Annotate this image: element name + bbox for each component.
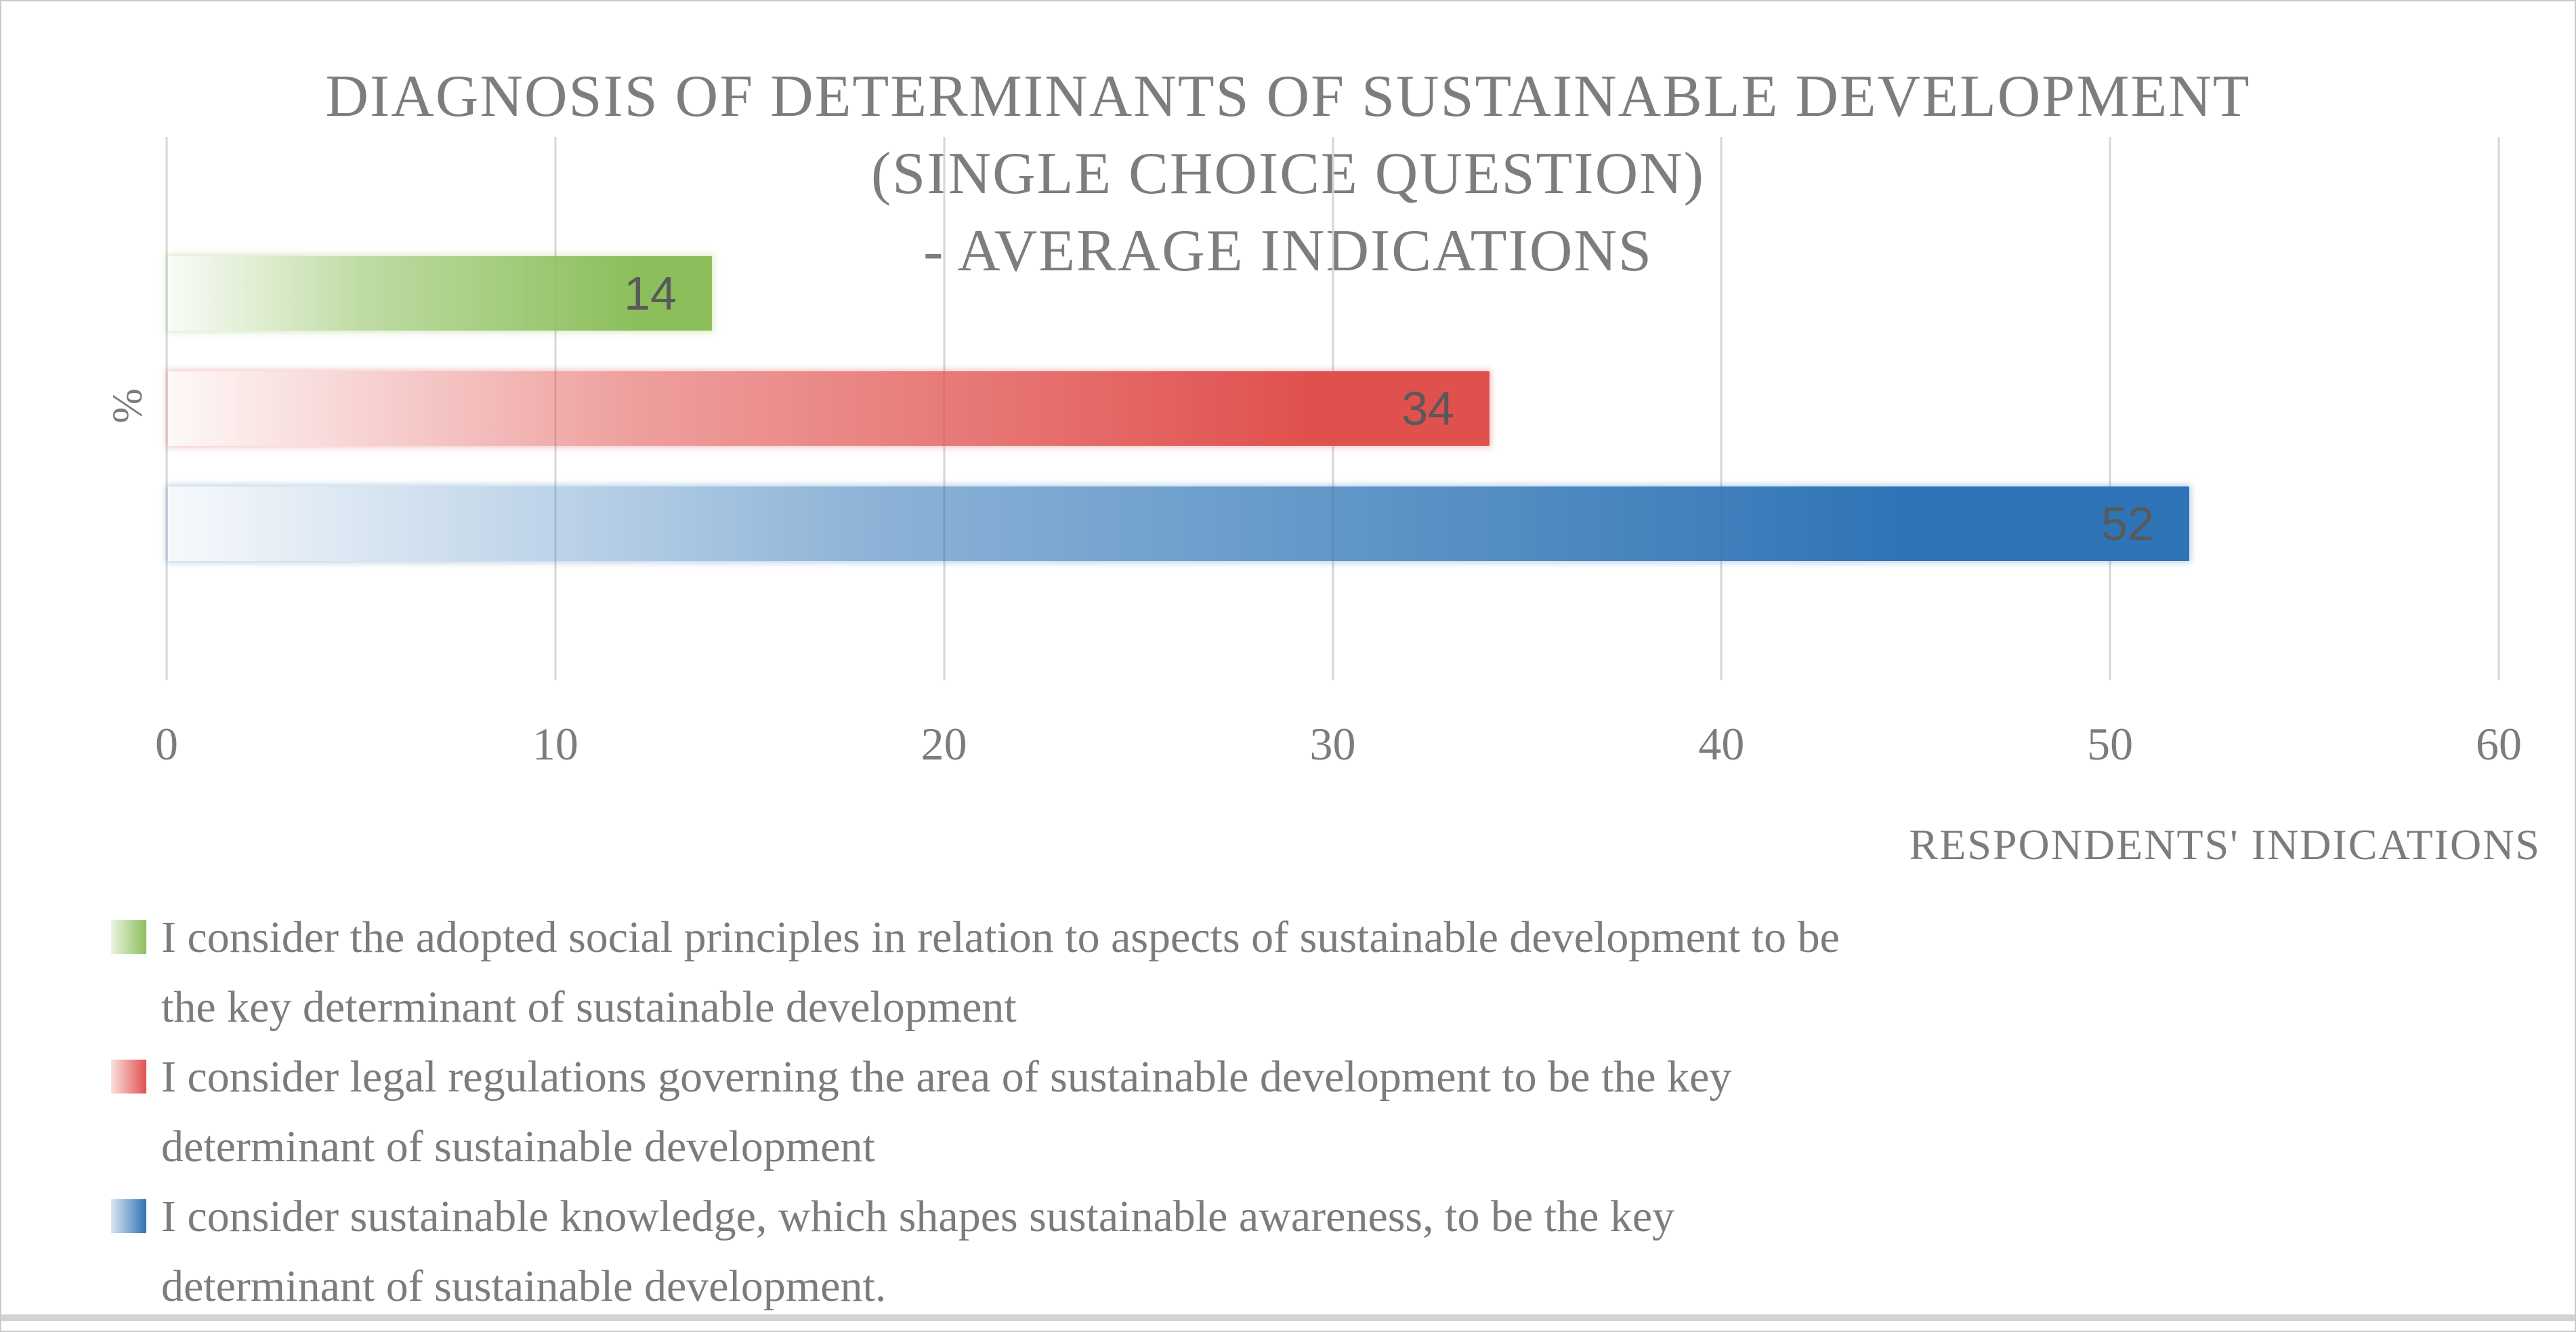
legend-label-line-1: I consider the adopted social principles… bbox=[161, 913, 1840, 962]
x-tick-label-40: 40 bbox=[1698, 718, 1745, 770]
x-axis-title: RESPONDENTS' INDICATIONS bbox=[1909, 820, 2541, 869]
legend-label-line-2: determinant of sustainable development. bbox=[161, 1262, 887, 1311]
legend-label-line-1: I consider sustainable knowledge, which … bbox=[161, 1192, 1675, 1241]
chart-title-line-2: (SINGLE CHOICE QUESTION) bbox=[871, 141, 1705, 207]
legend-label-line-1: I consider legal regulations governing t… bbox=[161, 1052, 1732, 1102]
x-tick-label-10: 10 bbox=[532, 718, 578, 770]
data-label-series-2: 34 bbox=[1401, 382, 1454, 435]
x-tick-label-0: 0 bbox=[155, 718, 178, 770]
data-label-series-3: 52 bbox=[2101, 497, 2154, 550]
x-tick-label-20: 20 bbox=[921, 718, 967, 770]
gridline-x-40 bbox=[1720, 137, 1723, 680]
legend-label-line-2: the key determinant of sustainable devel… bbox=[161, 982, 1017, 1032]
legend-entry-2: I consider legal regulations governing t… bbox=[111, 1042, 2522, 1182]
bar-series-1 bbox=[168, 256, 712, 331]
gridline-x-0 bbox=[165, 137, 168, 680]
legend-entry-1: I consider the adopted social principles… bbox=[111, 902, 2522, 1042]
legend-marker-icon bbox=[111, 1199, 146, 1233]
bar-series-3 bbox=[168, 486, 2189, 561]
bottom-border-band bbox=[1, 1314, 2575, 1321]
y-axis-title: % bbox=[104, 388, 151, 423]
x-tick-label-30: 30 bbox=[1309, 718, 1356, 770]
x-tick-label-50: 50 bbox=[2087, 718, 2134, 770]
legend: I consider the adopted social principles… bbox=[111, 902, 2522, 1321]
chart-title-line-3: - AVERAGE INDICATIONS bbox=[923, 218, 1653, 284]
legend-label: I consider sustainable knowledge, which … bbox=[161, 1182, 1674, 1321]
legend-marker-icon bbox=[111, 920, 146, 954]
gridline-x-50 bbox=[2109, 137, 2111, 680]
legend-label: I consider legal regulations governing t… bbox=[161, 1042, 1731, 1182]
legend-entry-3: I consider sustainable knowledge, which … bbox=[111, 1182, 2522, 1321]
bar-series-2 bbox=[168, 371, 1490, 446]
chart-title: DIAGNOSIS OF DETERMINANTS OF SUSTAINABLE… bbox=[1, 58, 2575, 290]
chart-title-line-1: DIAGNOSIS OF DETERMINANTS OF SUSTAINABLE… bbox=[325, 64, 2251, 129]
x-tick-label-60: 60 bbox=[2476, 718, 2522, 770]
legend-label-line-2: determinant of sustainable development bbox=[161, 1122, 875, 1171]
data-label-series-1: 14 bbox=[624, 267, 677, 320]
legend-marker-icon bbox=[111, 1060, 146, 1094]
gridline-x-60 bbox=[2497, 137, 2500, 680]
legend-label: I consider the adopted social principles… bbox=[161, 902, 1840, 1042]
